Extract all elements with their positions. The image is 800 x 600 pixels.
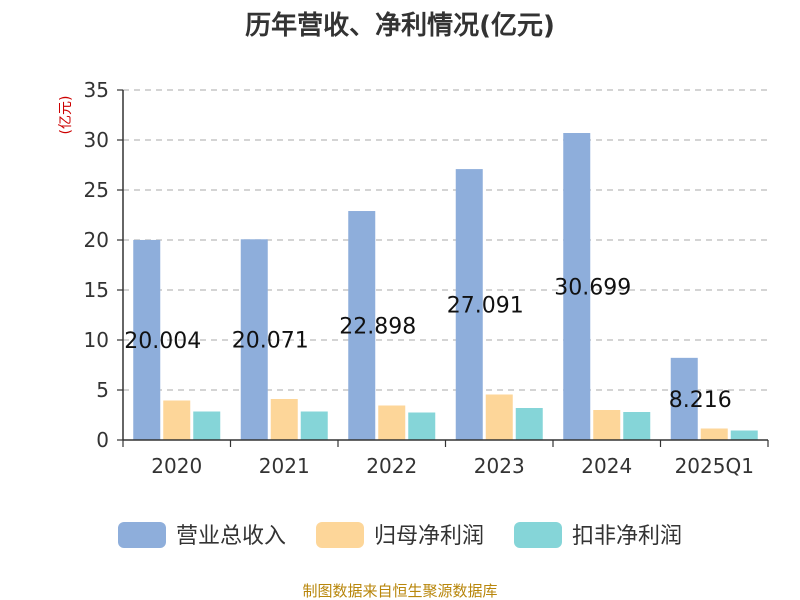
y-axis-unit-label: (亿元) xyxy=(58,96,74,135)
bar-扣非净利润-2020 xyxy=(193,411,221,440)
data-label-2024: 30.699 xyxy=(554,276,631,301)
bar-扣非净利润-2021 xyxy=(300,411,328,440)
legend-label-扣非净利润: 扣非净利润 xyxy=(572,524,682,549)
y-tick-label-25: 25 xyxy=(84,178,109,202)
gridlines xyxy=(123,89,768,391)
x-tick-label-2023: 2023 xyxy=(474,454,525,478)
data-label-2023: 27.091 xyxy=(447,294,524,319)
legend-swatch-扣非净利润 xyxy=(514,522,562,548)
data-label-2020: 20.004 xyxy=(124,329,201,354)
y-tick-label-20: 20 xyxy=(84,228,109,252)
bar-营业总收入-2024 xyxy=(563,133,591,440)
data-label-2025Q1: 8.216 xyxy=(669,388,732,413)
x-tick-label-2022: 2022 xyxy=(366,454,417,478)
bar-营业总收入-2022 xyxy=(348,211,376,440)
x-tick-label-2024: 2024 xyxy=(581,454,632,478)
bar-归母净利润-2022 xyxy=(378,405,406,440)
legend-swatch-营业总收入 xyxy=(118,522,166,548)
bar-扣非净利润-2023 xyxy=(515,408,543,440)
axes: 0 5 10 15 20 25 30 35 2020 2021 2022 2023 2024 2025Q1 xyxy=(84,78,769,478)
legend: 营业总收入 归母净利润 扣非净利润 xyxy=(118,522,682,549)
y-tick-label-15: 15 xyxy=(84,278,109,302)
bar-营业总收入-2020 xyxy=(133,239,161,440)
data-label-2022: 22.898 xyxy=(339,315,416,340)
x-tick-label-2020: 2020 xyxy=(151,454,202,478)
legend-label-营业总收入: 营业总收入 xyxy=(176,524,286,549)
bar-营业总收入-2023 xyxy=(455,169,483,440)
x-tick-label-2021: 2021 xyxy=(259,454,310,478)
legend-swatch-归母净利润 xyxy=(316,522,364,548)
y-tick-label-10: 10 xyxy=(84,328,109,352)
y-tick-label-5: 5 xyxy=(96,378,109,402)
data-labels: 20.004 20.071 22.898 27.091 30.699 8.216 xyxy=(124,276,731,413)
data-label-2021: 20.071 xyxy=(232,329,309,354)
bar-扣非净利润-2022 xyxy=(408,412,436,440)
bar-归母净利润-2020 xyxy=(163,400,191,440)
legend-label-归母净利润: 归母净利润 xyxy=(374,524,484,549)
x-tick-label-2025Q1: 2025Q1 xyxy=(675,454,754,478)
y-tick-label-30: 30 xyxy=(84,128,109,152)
bar-归母净利润-2021 xyxy=(270,399,298,440)
bar-扣非净利润-2024 xyxy=(623,412,651,440)
bar-营业总收入-2025Q1 xyxy=(670,357,698,440)
bar-归母净利润-2023 xyxy=(485,394,513,440)
bar-扣非净利润-2025Q1 xyxy=(730,430,758,440)
chart-title: 历年营收、净利情况(亿元) xyxy=(245,10,555,41)
bars xyxy=(133,133,758,440)
bar-归母净利润-2024 xyxy=(593,410,621,440)
bar-归母净利润-2025Q1 xyxy=(700,428,728,440)
source-note: 制图数据来自恒生聚源数据库 xyxy=(302,582,497,600)
y-tick-label-0: 0 xyxy=(96,428,109,452)
bar-营业总收入-2021 xyxy=(240,239,268,440)
y-tick-label-35: 35 xyxy=(84,78,109,102)
